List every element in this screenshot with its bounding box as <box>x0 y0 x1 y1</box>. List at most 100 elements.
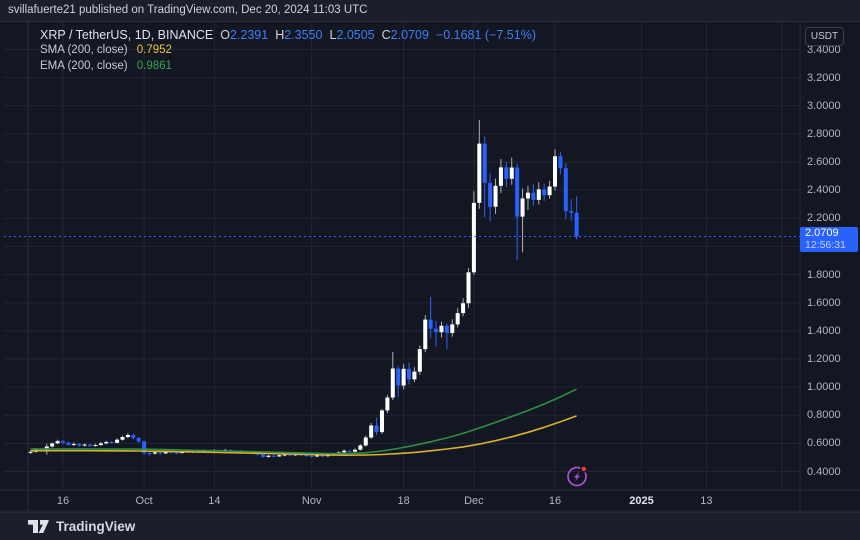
candle-down <box>488 182 493 207</box>
candle-up <box>493 185 498 207</box>
sma-value: 0.7952 <box>136 44 172 56</box>
candle-up <box>163 451 168 454</box>
symbol-title[interactable]: XRP / TetherUS, 1D, BINANCE <box>40 28 214 42</box>
candle-up <box>461 303 466 314</box>
candle-down <box>174 452 179 454</box>
candle-up <box>104 441 109 444</box>
candle-up <box>450 324 455 333</box>
legend-symbol-row[interactable]: XRP / TetherUS, 1D, BINANCE O2.2391 H2.355… <box>40 27 536 43</box>
tradingview-brand-text: TradingView <box>56 519 136 534</box>
ohlc-letter-H: H <box>275 28 285 42</box>
price-axis-label: 1.0000 <box>807 381 841 394</box>
attribution-bar: svillafuerte21 published on TradingView.… <box>0 0 860 22</box>
candle-up <box>412 371 417 380</box>
candle-up <box>342 450 347 453</box>
ohlc-values: O2.2391 H2.3550 L2.0505 C2.0709 <box>213 28 429 42</box>
price-axis-label: 2.8000 <box>807 127 841 140</box>
candle-down <box>444 325 449 333</box>
candle-up <box>471 202 476 273</box>
candle-up <box>28 451 33 453</box>
candle-down <box>136 437 141 442</box>
price-axis-label: 2.4000 <box>807 184 841 197</box>
candle-up <box>55 441 60 444</box>
time-axis-label: 14 <box>208 495 221 507</box>
candle-up <box>547 186 552 196</box>
candle-down <box>428 319 433 329</box>
candle-up <box>466 272 471 304</box>
price-axis-label: 1.2000 <box>807 352 841 365</box>
candle-down <box>288 454 293 456</box>
candle-down <box>261 454 266 457</box>
candle-up <box>439 325 444 333</box>
candle-down <box>542 189 547 196</box>
candle-down <box>396 368 401 386</box>
candle-down <box>77 443 82 446</box>
candle-up <box>277 455 282 457</box>
candle-down <box>374 425 379 433</box>
time-axis-label: 13 <box>700 495 713 507</box>
candle-up <box>390 368 395 398</box>
price-axis-label: 3.0000 <box>807 99 841 112</box>
candle-down <box>309 455 314 457</box>
candle-up <box>358 445 363 450</box>
candle-up <box>477 143 482 203</box>
candle-up <box>498 167 503 186</box>
candle-down <box>88 444 93 446</box>
candle-up <box>152 452 157 454</box>
candle-down <box>147 453 152 455</box>
legend-ema-row[interactable]: EMA (200, close) 0.9861 <box>40 59 536 75</box>
candle-up <box>525 192 530 199</box>
candle-up <box>125 434 130 438</box>
time-axis-label: 16 <box>548 495 562 507</box>
candle-down <box>271 455 276 457</box>
price-axis-label: 0.6000 <box>807 437 841 450</box>
candle-down <box>66 442 71 445</box>
ohlc-letter-L: L <box>329 28 337 42</box>
candle-down <box>142 441 147 454</box>
candle-down <box>558 156 563 169</box>
price-axis-label: 2.2000 <box>807 212 841 225</box>
time-axis-label: Dec <box>464 495 484 507</box>
tradingview-brand[interactable]: TradingView <box>28 519 135 534</box>
ohlc-letter-C: C <box>381 28 391 42</box>
candle-down <box>131 434 136 438</box>
candle-up <box>423 319 428 350</box>
legend-sma-row[interactable]: SMA (200, close) 0.7952 <box>40 43 536 59</box>
time-axis-label: Nov <box>301 495 322 507</box>
bar-countdown: 12:56:31 <box>805 239 846 251</box>
footer-bar: TradingView <box>0 512 860 540</box>
price-axis-label: 1.4000 <box>807 324 841 337</box>
candle-up <box>536 189 541 200</box>
candle-up <box>369 425 374 438</box>
change-value: −0.1681 (−7.51%) <box>435 28 536 42</box>
candle-up <box>93 445 98 447</box>
candle-up <box>315 455 320 457</box>
events-lightning-icon[interactable] <box>567 466 587 487</box>
candle-down <box>563 168 568 212</box>
time-axis-label: 16 <box>56 495 70 507</box>
candle-up <box>266 455 271 457</box>
candle-down <box>531 192 536 200</box>
candle-up <box>98 443 103 446</box>
last-price-label: 2.0709 12:56:31 <box>800 227 858 252</box>
time-axis-label: Oct <box>135 495 153 507</box>
candle-down <box>109 441 114 443</box>
candle-down <box>574 212 579 237</box>
time-axis-label: 18 <box>397 495 410 507</box>
last-price-value: 2.0709 <box>805 227 839 239</box>
sma-line <box>30 415 577 457</box>
currency-button[interactable]: USDT <box>805 27 844 46</box>
candle-up <box>401 368 406 386</box>
candle-up <box>385 397 390 411</box>
chart-legend: XRP / TetherUS, 1D, BINANCE O2.2391 H2.355… <box>40 27 536 74</box>
price-axis-label: 1.6000 <box>807 296 841 309</box>
lightning-bolt-glyph <box>573 471 581 482</box>
ohlc-value-C: 2.0709 <box>390 28 429 42</box>
candle-up <box>120 437 125 440</box>
candle-down <box>320 455 325 457</box>
candle-down <box>504 167 509 179</box>
candle-up <box>282 454 287 456</box>
candle-down <box>407 368 412 380</box>
